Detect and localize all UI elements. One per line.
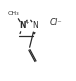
- Text: N: N: [32, 21, 38, 30]
- Text: Cl⁻: Cl⁻: [49, 18, 62, 27]
- Text: +: +: [24, 20, 29, 25]
- Text: CH₃: CH₃: [8, 11, 19, 16]
- Text: N: N: [20, 21, 26, 30]
